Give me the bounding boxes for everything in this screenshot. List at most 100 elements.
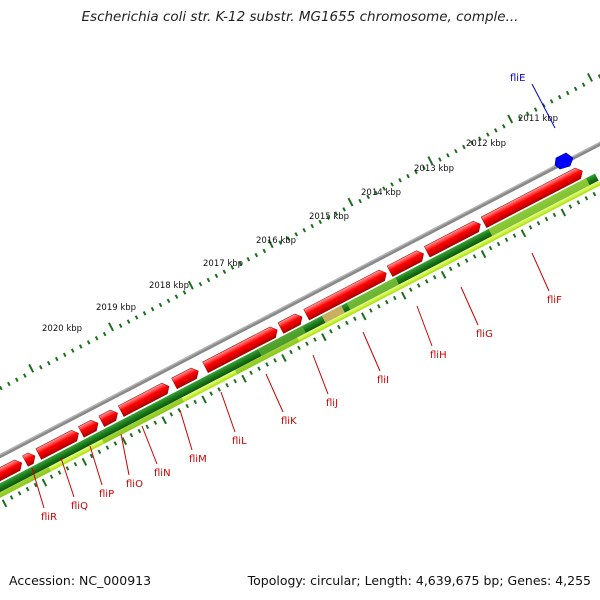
minor-tick xyxy=(302,227,307,233)
gene-label-fliJ[interactable]: fliJ xyxy=(326,398,338,409)
minor-tick xyxy=(15,377,19,382)
minor-tick xyxy=(278,240,283,245)
inner-minor-tick xyxy=(345,320,349,326)
gene-feature[interactable] xyxy=(277,312,305,334)
gene-leader-line xyxy=(141,425,158,465)
gene-label-fliI[interactable]: fliI xyxy=(377,375,389,386)
minor-tick xyxy=(94,335,99,341)
inner-minor-tick xyxy=(496,241,501,247)
feature-track xyxy=(0,166,585,482)
minor-tick xyxy=(166,298,171,304)
minor-tick xyxy=(158,302,163,308)
minor-tick xyxy=(134,315,139,320)
major-tick xyxy=(187,280,194,290)
accession-label: Accession: NC_000913 xyxy=(9,573,152,588)
major-tick xyxy=(108,322,114,332)
gene-label-fliP[interactable]: fliP xyxy=(99,489,114,500)
gene-label-fliK[interactable]: fliK xyxy=(281,416,297,427)
minor-tick xyxy=(78,344,83,349)
gene-label-fliM[interactable]: fliM xyxy=(189,454,207,465)
gene-label-fliF[interactable]: fliF xyxy=(547,295,562,306)
minor-tick xyxy=(326,215,330,220)
gene-feature[interactable] xyxy=(98,408,121,427)
inner-minor-tick xyxy=(305,341,309,346)
inner-minor-tick xyxy=(97,449,102,455)
minor-tick xyxy=(310,223,315,229)
minor-tick xyxy=(230,265,235,270)
gene-label-fliG[interactable]: fliG xyxy=(476,329,493,340)
gene-feature[interactable] xyxy=(303,268,389,321)
inner-major-tick xyxy=(41,478,48,487)
minor-tick xyxy=(294,232,299,237)
inner-minor-tick xyxy=(488,245,493,251)
gene-label-fliL[interactable]: fliL xyxy=(232,436,247,447)
scale-label: 2020 kbp xyxy=(42,324,82,334)
gc-segment xyxy=(346,277,400,310)
inner-minor-tick xyxy=(568,204,573,209)
minor-tick xyxy=(406,173,410,179)
major-tick xyxy=(267,239,274,249)
inner-minor-tick xyxy=(217,387,221,392)
minor-tick xyxy=(462,144,466,150)
gene-label-fliE[interactable]: fliE xyxy=(510,73,525,84)
minor-tick xyxy=(342,207,346,212)
inner-minor-tick xyxy=(233,378,237,384)
gene-feature[interactable] xyxy=(22,451,38,467)
inner-minor-tick xyxy=(369,308,373,313)
gene-feature[interactable] xyxy=(386,248,426,277)
minor-tick xyxy=(46,360,51,366)
gene-label-fliH[interactable]: fliH xyxy=(430,350,447,361)
inner-minor-tick xyxy=(73,461,78,467)
gene-label-fliO[interactable]: fliO xyxy=(126,479,143,490)
minor-tick xyxy=(454,148,458,154)
minor-tick xyxy=(102,331,107,337)
minor-tick xyxy=(206,277,211,283)
gc-segment xyxy=(0,466,51,509)
inner-minor-tick xyxy=(185,403,190,409)
inner-minor-tick xyxy=(592,191,597,197)
inner-major-tick xyxy=(400,291,407,300)
inner-minor-tick xyxy=(209,391,213,396)
gene-leader-line xyxy=(312,354,329,395)
gene-leader-line xyxy=(60,457,75,498)
inner-major-tick xyxy=(201,395,207,404)
gene-feature[interactable] xyxy=(424,219,483,258)
minor-tick xyxy=(0,385,3,391)
gene-feature[interactable] xyxy=(480,166,585,228)
gene-feature[interactable] xyxy=(118,381,171,417)
gene-leader-line xyxy=(531,252,550,292)
scale-label: 2017 kbp xyxy=(203,259,243,269)
gene-feature[interactable] xyxy=(171,366,201,390)
gc-content-band xyxy=(0,180,600,527)
gene-leader-line xyxy=(220,391,236,433)
minor-tick xyxy=(414,169,418,175)
minor-tick xyxy=(54,356,59,362)
genome-summary: Topology: circular; Length: 4,639,675 bp… xyxy=(247,573,591,588)
inner-minor-tick xyxy=(424,279,429,284)
minor-tick xyxy=(358,198,362,204)
minor-tick xyxy=(533,107,538,112)
inner-minor-tick xyxy=(504,237,509,243)
gene-feature[interactable] xyxy=(202,325,280,373)
inner-minor-tick xyxy=(416,283,421,288)
gene-leader-line xyxy=(265,373,284,413)
inner-minor-tick xyxy=(576,200,581,205)
inner-minor-tick xyxy=(113,441,118,446)
gc-segment xyxy=(101,397,185,444)
fliE-feature[interactable] xyxy=(554,152,574,170)
inner-minor-tick xyxy=(329,329,333,334)
minor-tick xyxy=(501,124,506,129)
gene-feature[interactable] xyxy=(0,458,25,482)
gene-feature[interactable] xyxy=(35,428,81,460)
gc-segment xyxy=(488,178,590,237)
major-tick xyxy=(28,363,35,373)
gene-feature[interactable] xyxy=(78,418,100,438)
inner-minor-tick xyxy=(105,445,110,450)
inner-minor-tick xyxy=(544,216,549,222)
gene-label-fliN[interactable]: fliN xyxy=(154,468,171,479)
inner-major-tick xyxy=(480,250,487,259)
gene-label-fliQ[interactable]: fliQ xyxy=(71,501,88,512)
gene-label-fliR[interactable]: fliR xyxy=(41,512,57,523)
